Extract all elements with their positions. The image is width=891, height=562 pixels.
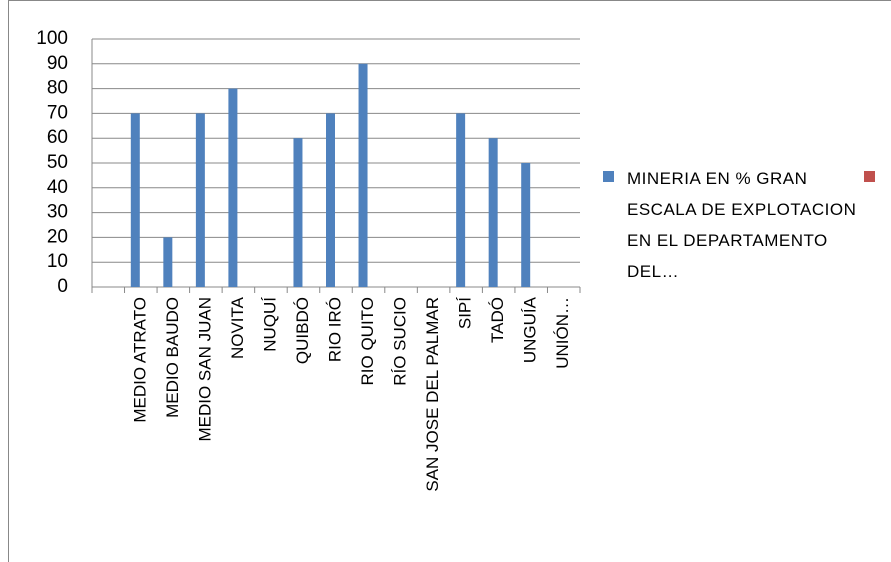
bar: [326, 113, 335, 288]
x-tick-label: UNGUÍA: [521, 296, 540, 363]
x-tick-label: UNIÓN…: [553, 297, 572, 369]
x-tick-label: SIPÍ: [456, 297, 475, 329]
y-tick-label: 90: [47, 53, 68, 74]
y-tick-label: 40: [47, 177, 68, 198]
y-tick-label: 0: [57, 276, 68, 297]
bar: [195, 113, 205, 288]
x-tick-label: TADÓ: [488, 297, 507, 343]
x-tick-label: QUIBDÓ: [293, 297, 312, 364]
x-tick-label: RÍO SUCIO: [391, 297, 410, 386]
bar: [163, 237, 173, 287]
legend-label: MINERIA EN % GRAN ESCALA DE EXPLOTACION …: [627, 169, 857, 281]
bar: [293, 138, 303, 287]
legend-marker: [603, 171, 614, 182]
bar: [521, 163, 531, 287]
y-tick-label: 80: [47, 78, 68, 99]
x-tick-label: NOVITA: [228, 296, 247, 359]
x-tick-label: RIO IRÓ: [325, 297, 344, 362]
bar: [488, 138, 498, 287]
bar: [130, 113, 140, 288]
bar: [358, 63, 368, 287]
y-tick-label: 60: [47, 127, 68, 148]
y-tick-label: 20: [47, 226, 68, 247]
y-tick-label: 70: [47, 102, 68, 123]
x-tick-label: MEDIO BAUDO: [163, 297, 182, 418]
y-tick-label: 10: [47, 251, 68, 272]
chart-border: [8, 0, 891, 562]
y-tick-label: 100: [36, 28, 68, 49]
x-tick-label: MEDIO ATRATO: [130, 297, 149, 423]
y-tick-label: 50: [47, 152, 68, 173]
x-tick-label: MEDIO SAN JUAN: [195, 297, 214, 442]
legend-marker: [864, 171, 875, 182]
x-tick-label: NUQUÍ: [260, 297, 279, 352]
bar: [456, 113, 466, 288]
x-tick-label: RIO QUITO: [358, 297, 377, 385]
y-tick-label: 30: [47, 202, 68, 223]
x-tick-label: SAN JOSE DEL PALMAR: [423, 297, 442, 492]
bar: [228, 88, 238, 287]
